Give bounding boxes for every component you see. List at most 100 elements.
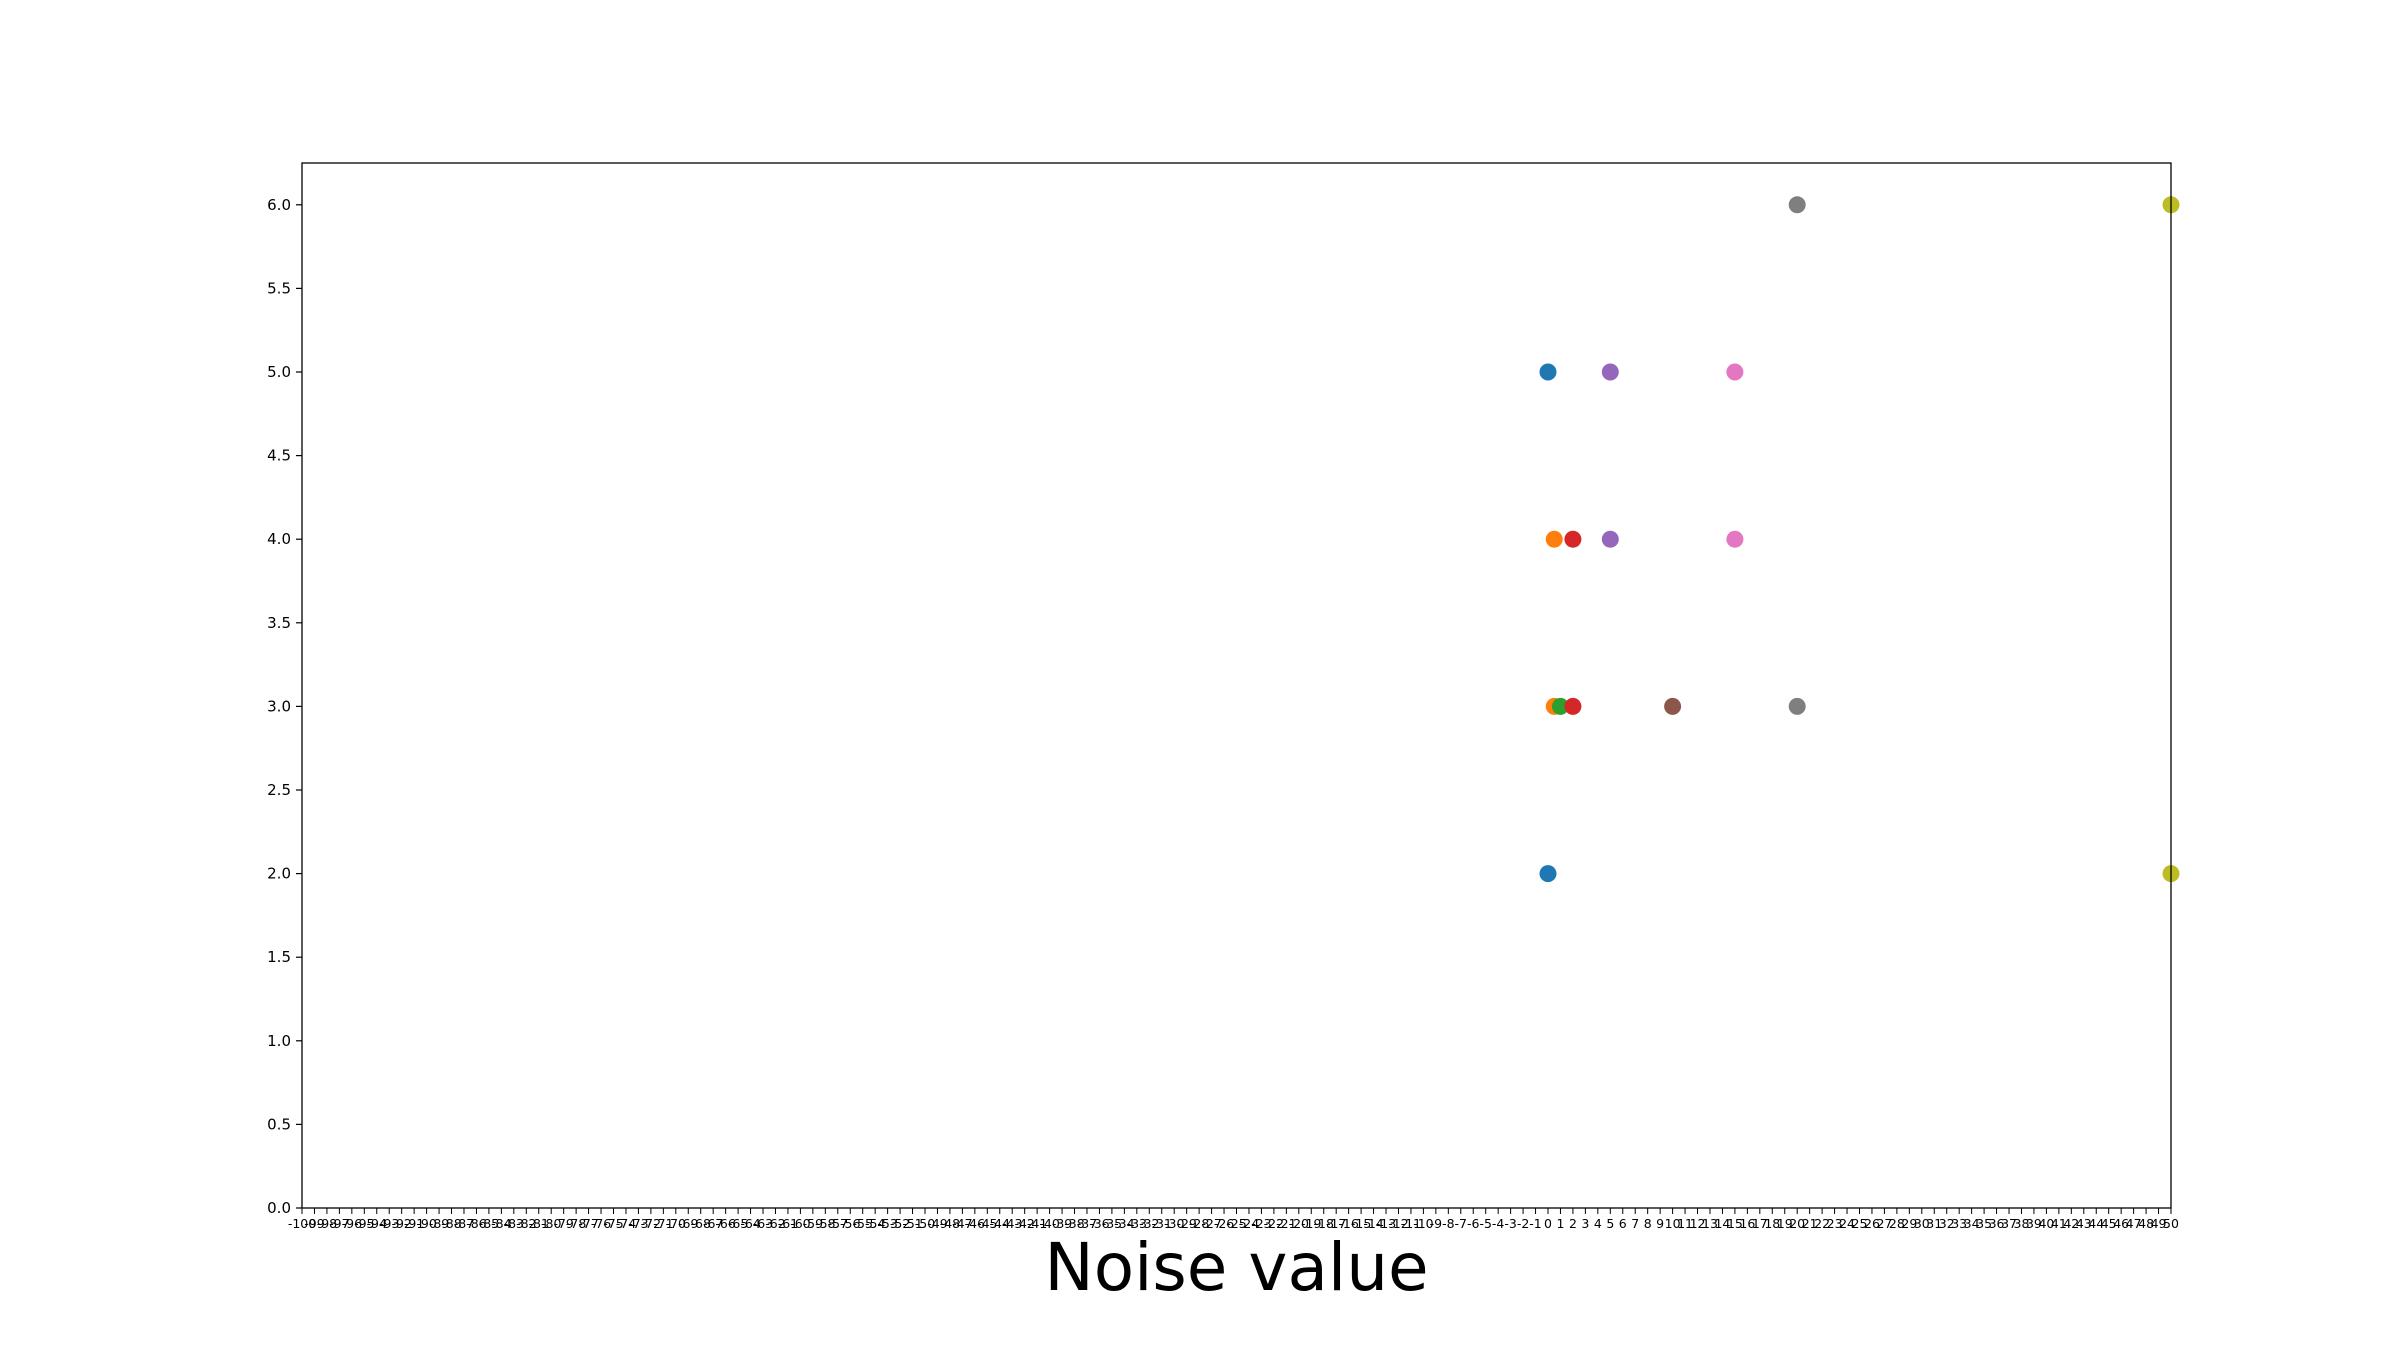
- x-tick-label: 31: [1926, 1216, 1942, 1231]
- x-tick-label: 44: [2088, 1216, 2104, 1231]
- y-tick-label: 1.0: [267, 1032, 291, 1050]
- x-tick-label: -97: [329, 1216, 349, 1231]
- x-tick-label: -74: [616, 1216, 636, 1231]
- x-tick-label: -88: [441, 1216, 461, 1231]
- x-tick-label: -17: [1326, 1216, 1346, 1231]
- x-tick-label: 26: [1864, 1216, 1880, 1231]
- y-tick-label: 3.0: [267, 697, 291, 715]
- y-tick-label: 1.5: [267, 948, 291, 966]
- x-tick-label: 46: [2113, 1216, 2129, 1231]
- x-tick-label: -42: [1014, 1216, 1034, 1231]
- x-tick-label: -1: [1529, 1216, 1541, 1231]
- x-tick-label: 27: [1876, 1216, 1892, 1231]
- x-tick-label: 19: [1777, 1216, 1793, 1231]
- x-tick-label: 41: [2051, 1216, 2067, 1231]
- y-tick-label: 2.5: [267, 781, 291, 799]
- x-tick-label: 33: [1951, 1216, 1967, 1231]
- x-tick-label: -9: [1430, 1216, 1443, 1231]
- x-tick-label: -22: [1264, 1216, 1284, 1231]
- x-tick-label: -89: [429, 1216, 449, 1231]
- x-tick-label: -71: [653, 1216, 673, 1231]
- x-tick-label: -87: [454, 1216, 474, 1231]
- x-tick-label: 4: [1594, 1216, 1602, 1231]
- x-tick-label: -53: [877, 1216, 897, 1231]
- x-tick-label: -20: [1289, 1216, 1309, 1231]
- x-tick-label: -37: [1077, 1216, 1097, 1231]
- x-tick-label: -60: [790, 1216, 810, 1231]
- x-tick-label: 25: [1852, 1216, 1868, 1231]
- x-tick-label: -80: [541, 1216, 561, 1231]
- x-tick-label: 11: [1677, 1216, 1693, 1231]
- x-tick-label: 30: [1914, 1216, 1930, 1231]
- x-tick-label: 20: [1789, 1216, 1805, 1231]
- y-tick-label: 6.0: [267, 196, 291, 214]
- x-tick-label: -55: [852, 1216, 872, 1231]
- data-point: [1545, 530, 1563, 548]
- x-tick-label: -93: [379, 1216, 399, 1231]
- x-tick-label: 21: [1802, 1216, 1818, 1231]
- x-tick-label: -76: [591, 1216, 611, 1231]
- x-tick-label: -28: [1189, 1216, 1209, 1231]
- x-tick-label: 10: [1665, 1216, 1681, 1231]
- data-point: [1664, 697, 1682, 715]
- x-tick-label: -29: [1176, 1216, 1196, 1231]
- y-tick-label: 3.5: [267, 614, 291, 632]
- x-tick-label: 37: [2001, 1216, 2017, 1231]
- data-point: [1601, 530, 1619, 548]
- x-tick-label: 47: [2126, 1216, 2142, 1231]
- x-tick-label: 7: [1631, 1216, 1639, 1231]
- x-tick-label: -51: [902, 1216, 922, 1231]
- x-tick-label: 24: [1839, 1216, 1855, 1231]
- x-tick-label: -96: [342, 1216, 362, 1231]
- data-point: [1601, 363, 1619, 381]
- x-tick-label: -4: [1492, 1216, 1505, 1231]
- x-tick-label: -91: [404, 1216, 424, 1231]
- x-tick-label: -5: [1479, 1216, 1491, 1231]
- x-tick-label: 43: [2076, 1216, 2092, 1231]
- x-tick-label: -92: [391, 1216, 411, 1231]
- x-tick-label: 49: [2151, 1216, 2167, 1231]
- plot-frame: [301, 162, 2172, 1209]
- x-tick-label: 28: [1889, 1216, 1905, 1231]
- x-tick-label: -39: [1052, 1216, 1072, 1231]
- x-tick-label: -82: [516, 1216, 536, 1231]
- x-tick-label: -70: [666, 1216, 686, 1231]
- x-tick-label: -65: [728, 1216, 748, 1231]
- data-point: [1539, 363, 1557, 381]
- x-tick-label: -54: [865, 1216, 885, 1231]
- data-points: [1539, 196, 2180, 883]
- x-tick-label: 3: [1581, 1216, 1589, 1231]
- x-tick-label: 50: [2163, 1216, 2179, 1231]
- x-tick-label: -79: [553, 1216, 573, 1231]
- x-tick-label: -58: [815, 1216, 835, 1231]
- data-point: [1564, 530, 1582, 548]
- y-tick-label: 2.0: [267, 865, 291, 883]
- data-point: [1551, 697, 1569, 715]
- x-tick-label: -83: [504, 1216, 524, 1231]
- data-point: [1564, 697, 1582, 715]
- x-tick-label: -75: [603, 1216, 623, 1231]
- x-tick-label: -94: [367, 1216, 387, 1231]
- x-tick-label: -50: [915, 1216, 935, 1231]
- x-tick-label: -23: [1251, 1216, 1271, 1231]
- x-tick-label: -64: [740, 1216, 760, 1231]
- x-tick-label: -78: [566, 1216, 586, 1231]
- x-tick-label: -43: [1002, 1216, 1022, 1231]
- x-tick-label: -47: [952, 1216, 972, 1231]
- x-tick-label: -49: [927, 1216, 947, 1231]
- y-tick-label: 0.5: [267, 1115, 291, 1133]
- data-point: [1726, 530, 1744, 548]
- x-tick-label: -18: [1314, 1216, 1334, 1231]
- x-tick-label: 5: [1606, 1216, 1614, 1231]
- data-point: [1726, 363, 1744, 381]
- x-tick-label: -59: [803, 1216, 823, 1231]
- x-tick-label: 16: [1739, 1216, 1755, 1231]
- x-tick-label: 23: [1827, 1216, 1843, 1231]
- x-axis-label: Noise value: [1044, 1229, 1428, 1306]
- x-tick-label: -86: [466, 1216, 486, 1231]
- x-tick-label: -14: [1363, 1216, 1383, 1231]
- x-tick-label: -21: [1276, 1216, 1296, 1231]
- x-tick-label: -41: [1027, 1216, 1047, 1231]
- x-tick-label: 48: [2138, 1216, 2154, 1231]
